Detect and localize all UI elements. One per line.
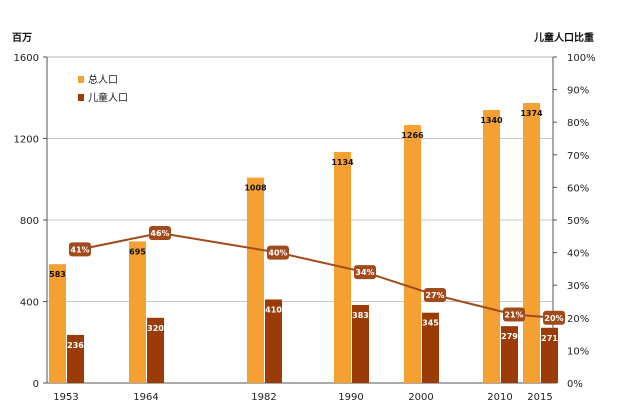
- total-population-label: 583: [49, 270, 66, 279]
- right-axis-title: 儿童人口比重: [533, 31, 594, 44]
- child-ratio-label: 21%: [504, 311, 523, 320]
- child-ratio-line: [79, 232, 555, 319]
- child-population-label: 345: [422, 319, 439, 328]
- total-population-bar: [247, 177, 264, 383]
- total-population-bar: [483, 109, 500, 383]
- right-tick-label: 70%: [567, 151, 589, 162]
- child-ratio-marker: [354, 265, 376, 280]
- child-ratio-marker: [267, 245, 289, 260]
- total-population-bar: [49, 264, 66, 383]
- legend-swatch-child: [78, 94, 84, 101]
- x-tick-label: 1953: [53, 392, 78, 403]
- right-tick-label: 30%: [567, 281, 589, 292]
- child-population-bar: [265, 299, 282, 383]
- left-tick-label: 1600: [14, 53, 39, 64]
- child-population-label: 410: [265, 305, 282, 314]
- left-tick-label: 0: [33, 379, 39, 390]
- total-population-bar: [129, 241, 146, 383]
- child-ratio-marker: [149, 226, 171, 241]
- child-population-bar: [67, 334, 84, 383]
- child-population-label: 383: [352, 311, 369, 320]
- x-tick-label: 1982: [251, 392, 276, 403]
- total-population-label: 1008: [244, 184, 267, 193]
- total-population-bar: [404, 125, 421, 384]
- x-tick-label: 2000: [408, 392, 433, 403]
- child-population-bar: [352, 304, 369, 383]
- right-tick-label: 0%: [567, 379, 583, 390]
- child-population-bar: [422, 312, 439, 383]
- child-ratio-label: 41%: [70, 245, 89, 254]
- child-ratio-marker: [543, 310, 565, 325]
- child-population-label: 271: [541, 334, 558, 343]
- x-tick-label: 2010: [487, 392, 512, 403]
- child-ratio-marker: [503, 307, 525, 322]
- right-tick-label: 90%: [567, 86, 589, 97]
- child-population-bar: [501, 326, 518, 383]
- total-population-label: 695: [129, 247, 146, 256]
- right-tick-label: 40%: [567, 249, 589, 260]
- total-population-label: 1340: [480, 116, 503, 125]
- legend-swatch-total: [78, 76, 84, 83]
- right-tick-label: 80%: [567, 118, 589, 129]
- legend-label-total: 总人口: [88, 73, 118, 86]
- child-ratio-marker: [424, 287, 446, 302]
- right-tick-label: 100%: [567, 53, 596, 64]
- child-ratio-label: 27%: [425, 291, 444, 300]
- left-tick-label: 800: [20, 216, 39, 227]
- child-ratio-label: 20%: [544, 314, 563, 323]
- legend-label-child: 儿童人口: [88, 91, 128, 104]
- child-ratio-marker: [69, 242, 91, 257]
- right-tick-label: 50%: [567, 216, 589, 227]
- x-tick-label: 1990: [338, 392, 363, 403]
- total-population-label: 1266: [401, 131, 424, 140]
- total-population-label: 1374: [520, 109, 543, 118]
- x-tick-label: 2015: [527, 392, 552, 403]
- left-tick-label: 400: [20, 298, 39, 309]
- child-ratio-label: 34%: [355, 268, 374, 277]
- total-population-bar: [523, 103, 540, 384]
- x-tick-label: 1964: [133, 392, 158, 403]
- child-ratio-label: 40%: [268, 249, 287, 258]
- total-population-label: 1134: [331, 158, 354, 167]
- right-tick-label: 60%: [567, 183, 589, 194]
- child-population-bar: [541, 327, 558, 383]
- right-tick-label: 20%: [567, 314, 589, 325]
- child-population-label: 320: [147, 324, 164, 333]
- child-ratio-label: 46%: [150, 229, 169, 238]
- left-tick-label: 1200: [14, 135, 39, 146]
- child-population-bar: [147, 317, 164, 383]
- left-axis-title: 百万: [12, 32, 32, 44]
- child-population-label: 279: [501, 332, 518, 341]
- right-tick-label: 10%: [567, 346, 589, 357]
- child-population-label: 236: [67, 341, 84, 350]
